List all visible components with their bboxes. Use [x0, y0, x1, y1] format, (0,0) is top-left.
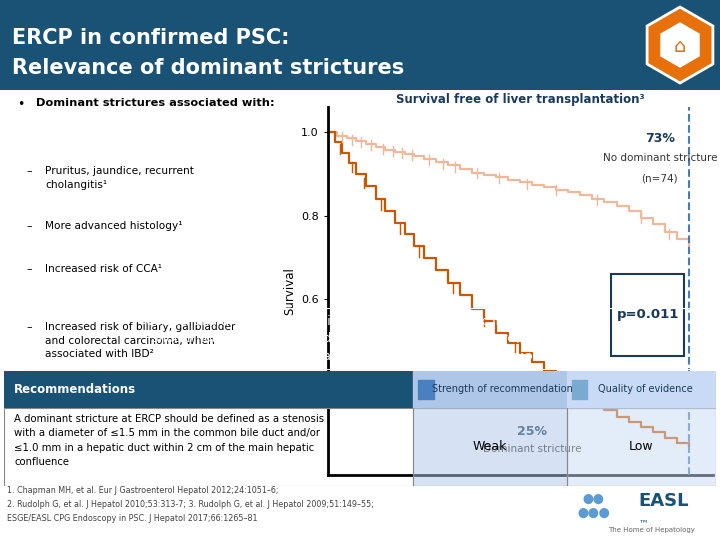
Text: Pruritus, jaundice, recurrent
cholangitis¹: Pruritus, jaundice, recurrent cholangiti…	[45, 166, 194, 190]
Text: No dominant stricture: No dominant stricture	[603, 153, 717, 163]
Text: More advanced histology¹: More advanced histology¹	[45, 221, 183, 231]
Text: Recommendations: Recommendations	[14, 383, 136, 396]
Text: Weak: Weak	[473, 440, 508, 454]
Text: ⬤⬤⬤: ⬤⬤⬤	[577, 508, 610, 518]
Bar	[418, 380, 434, 399]
Text: •: •	[17, 98, 24, 111]
Title: Survival free of liver transplantation³: Survival free of liver transplantation³	[396, 93, 644, 106]
Bar	[413, 371, 567, 408]
Text: 73%: 73%	[645, 132, 675, 145]
Text: EASL: EASL	[639, 492, 689, 510]
Text: Strength of recommendation: Strength of recommendation	[432, 384, 573, 394]
Polygon shape	[660, 21, 701, 69]
Text: A dominant stricture at ERCP should be defined as a stenosis
with a diameter of : A dominant stricture at ERCP should be d…	[14, 414, 325, 467]
Text: ⬤⬤: ⬤⬤	[582, 494, 605, 504]
Polygon shape	[647, 7, 713, 83]
Text: –: –	[26, 166, 32, 176]
Bar	[4, 371, 413, 408]
Text: 1. Chapman MH, et al. Eur J Gastroenterol Hepatol 2012;24:1051–6;
2. Rudolph G, : 1. Chapman MH, et al. Eur J Gastroentero…	[7, 486, 374, 523]
Text: –: –	[26, 221, 32, 231]
Text: Relevance of dominant strictures: Relevance of dominant strictures	[12, 58, 404, 78]
Text: Increased risk of biliary, gallbladder
and colorectal carcinoma, when
associated: Increased risk of biliary, gallbladder a…	[45, 322, 235, 360]
Text: ™: ™	[639, 518, 648, 528]
Text: Clinical and therapeutic decisions regarding endoscopic interventions: Clinical and therapeutic decisions regar…	[146, 315, 574, 328]
Text: Dominant strictures associated with:: Dominant strictures associated with:	[36, 98, 274, 108]
Text: compound clinical decision: compound clinical decision	[356, 350, 541, 363]
Text: The Home of Hepatology: The Home of Hepatology	[608, 527, 696, 534]
Text: –: –	[26, 322, 32, 332]
Text: but considered as a: but considered as a	[228, 350, 353, 363]
Text: should not be based on the definition of dominant stricture(s) alone: should not be based on the definition of…	[152, 332, 568, 346]
Text: Increased risk of CCA¹: Increased risk of CCA¹	[45, 264, 162, 274]
Text: Low: Low	[629, 440, 654, 454]
Text: (n=74): (n=74)	[642, 174, 678, 184]
Bar	[572, 380, 588, 399]
Text: ⌂: ⌂	[674, 37, 686, 57]
Bar	[567, 371, 716, 408]
Text: Dominant stricture: Dominant stricture	[483, 444, 582, 454]
Y-axis label: Survival: Survival	[284, 267, 297, 315]
Text: p=0.011: p=0.011	[616, 308, 679, 321]
Text: –: –	[26, 264, 32, 274]
Bar	[413, 408, 567, 486]
Text: 25%: 25%	[517, 425, 547, 438]
Bar	[567, 408, 716, 486]
FancyBboxPatch shape	[611, 274, 685, 356]
Text: Quality of evidence: Quality of evidence	[598, 384, 693, 394]
Text: ERCP in confirmed PSC:: ERCP in confirmed PSC:	[12, 28, 289, 48]
